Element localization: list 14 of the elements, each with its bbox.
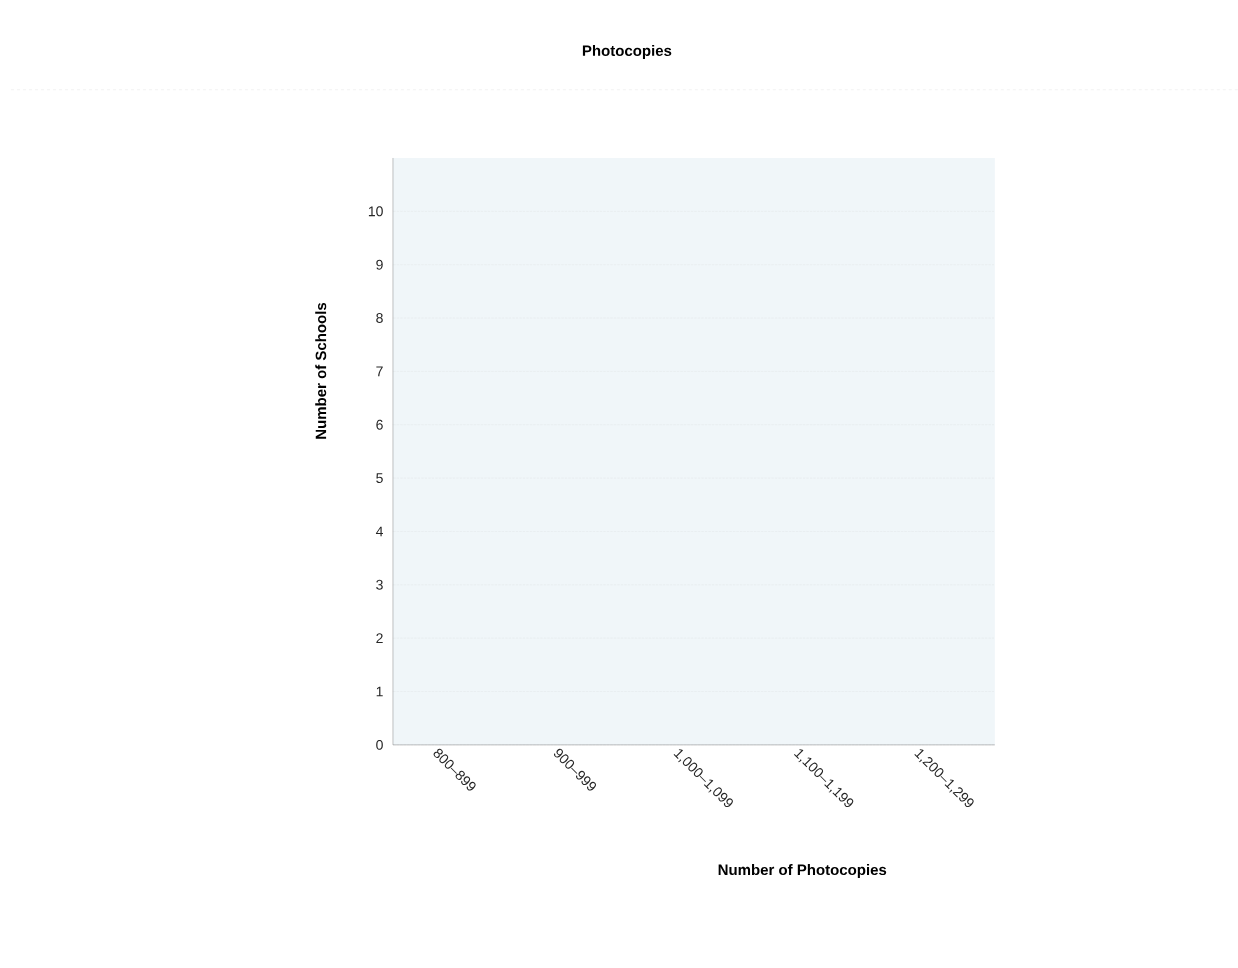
y-tick-label: 8 [376,313,383,324]
chart-title: Photocopies [582,45,672,60]
y-tick-label: 1 [376,686,383,697]
y-tick-label: 4 [375,526,383,537]
x-axis-title: Number of Photocopies [718,864,887,879]
y-axis-title: Number of Schools [315,302,327,439]
y-tick-label: 5 [376,473,383,484]
y-tick-label: 7 [376,366,383,377]
y-tick-label: 6 [376,419,383,430]
y-tick-label: 2 [376,633,383,644]
y-tick-label: 0 [376,739,383,750]
y-tick-label: 9 [376,259,383,270]
y-tick-label: 3 [376,579,383,590]
y-tick-label: 10 [368,206,383,217]
